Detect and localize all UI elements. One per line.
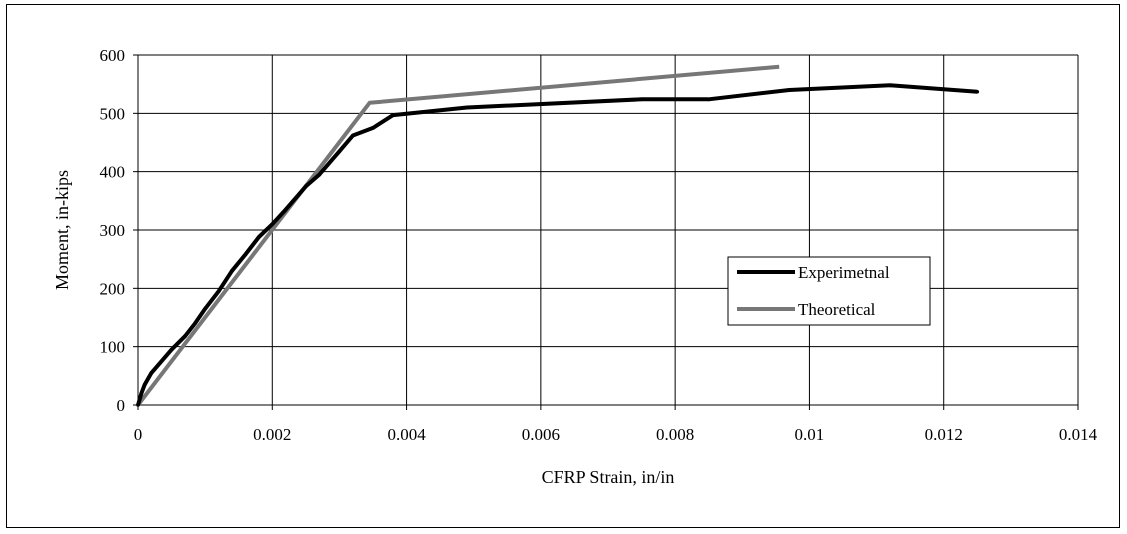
data-point <box>149 371 154 375</box>
y-axis-label: Moment, in-kips <box>52 170 72 290</box>
x-tick-label: 0.012 <box>925 425 963 444</box>
series-lines <box>136 64 980 407</box>
data-point <box>888 83 892 88</box>
x-tick-label: 0 <box>134 425 143 444</box>
legend: Experimetnal Theoretical <box>727 256 931 326</box>
data-point <box>639 97 644 102</box>
data-point <box>136 403 140 407</box>
legend-box <box>727 256 931 326</box>
data-point <box>257 235 261 239</box>
data-point <box>317 172 322 177</box>
data-point <box>142 382 147 387</box>
gridlines <box>133 54 1079 410</box>
x-tick-label: 0.002 <box>253 425 291 444</box>
data-point <box>304 184 308 189</box>
x-tick-label: 0.008 <box>656 425 694 444</box>
series-line-experimetnal <box>136 83 978 406</box>
data-point <box>706 97 711 102</box>
legend-label-theoretical: Theoretical <box>798 300 876 319</box>
y-tick-label: 500 <box>100 104 126 123</box>
y-tick-label: 300 <box>100 221 126 240</box>
data-point <box>371 126 375 130</box>
y-tick-label: 400 <box>100 163 126 182</box>
data-point <box>465 105 469 110</box>
legend-label-experimental: Experimetnal <box>798 263 890 282</box>
y-tick-label: 600 <box>100 46 126 65</box>
data-point <box>216 289 221 294</box>
x-tick-label: 0.014 <box>1059 425 1098 444</box>
data-point <box>270 222 275 226</box>
data-point <box>169 347 174 352</box>
y-tick-labels: 0 100 200 300 400 500 600 <box>100 46 126 415</box>
x-tick-label: 0.01 <box>795 425 825 444</box>
x-tick-label: 0.004 <box>387 425 426 444</box>
data-point <box>351 133 355 138</box>
data-point <box>283 207 288 212</box>
data-point <box>203 306 207 311</box>
x-tick-label: 0.006 <box>522 425 560 444</box>
series-line-theoretical <box>136 64 780 407</box>
data-point <box>337 149 342 154</box>
data-point <box>230 269 234 273</box>
data-point <box>183 334 187 338</box>
data-point <box>391 113 395 117</box>
y-tick-label: 0 <box>117 396 126 415</box>
data-point <box>975 89 980 94</box>
data-point <box>243 252 248 257</box>
y-tick-label: 200 <box>100 279 126 298</box>
data-point <box>193 321 197 326</box>
x-axis-label: CFRP Strain, in/in <box>542 467 675 487</box>
y-tick-label: 100 <box>100 338 126 357</box>
x-tick-labels: 0 0.002 0.004 0.006 0.008 0.01 0.012 0.014 <box>134 425 1098 444</box>
data-point <box>139 391 144 396</box>
data-point <box>787 88 792 92</box>
